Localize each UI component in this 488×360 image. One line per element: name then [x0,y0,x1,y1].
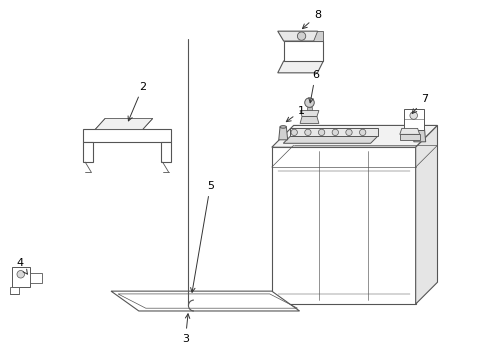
Polygon shape [313,31,323,41]
Text: 8: 8 [302,10,320,28]
Polygon shape [403,109,423,130]
Polygon shape [12,267,30,287]
Circle shape [304,129,310,136]
Polygon shape [161,142,170,162]
Polygon shape [278,127,287,140]
Text: 1: 1 [286,105,305,122]
Text: 6: 6 [308,70,318,103]
Text: 2: 2 [128,82,146,121]
Polygon shape [277,61,323,73]
Polygon shape [283,41,323,61]
Polygon shape [415,125,437,304]
Polygon shape [83,129,170,142]
Polygon shape [300,117,318,123]
Polygon shape [10,287,19,294]
Circle shape [17,270,24,278]
Polygon shape [95,118,152,129]
Polygon shape [30,273,41,283]
Text: 7: 7 [411,94,427,113]
Polygon shape [277,31,323,41]
Polygon shape [399,134,419,140]
Circle shape [345,129,351,136]
Ellipse shape [415,120,423,123]
Polygon shape [271,147,415,304]
Polygon shape [413,122,425,142]
Circle shape [318,129,324,136]
Polygon shape [283,136,377,143]
Circle shape [290,129,297,136]
Polygon shape [290,129,377,136]
Circle shape [331,129,338,136]
Polygon shape [111,291,299,311]
Polygon shape [83,142,93,162]
Polygon shape [300,111,318,117]
Polygon shape [306,107,311,117]
Ellipse shape [280,126,286,128]
Polygon shape [399,129,419,134]
Circle shape [359,129,365,136]
Text: 3: 3 [182,314,189,344]
Circle shape [409,112,417,119]
Circle shape [304,98,314,107]
Circle shape [297,32,305,40]
Text: 5: 5 [190,181,213,292]
Polygon shape [271,125,437,147]
Text: 4: 4 [16,258,27,274]
